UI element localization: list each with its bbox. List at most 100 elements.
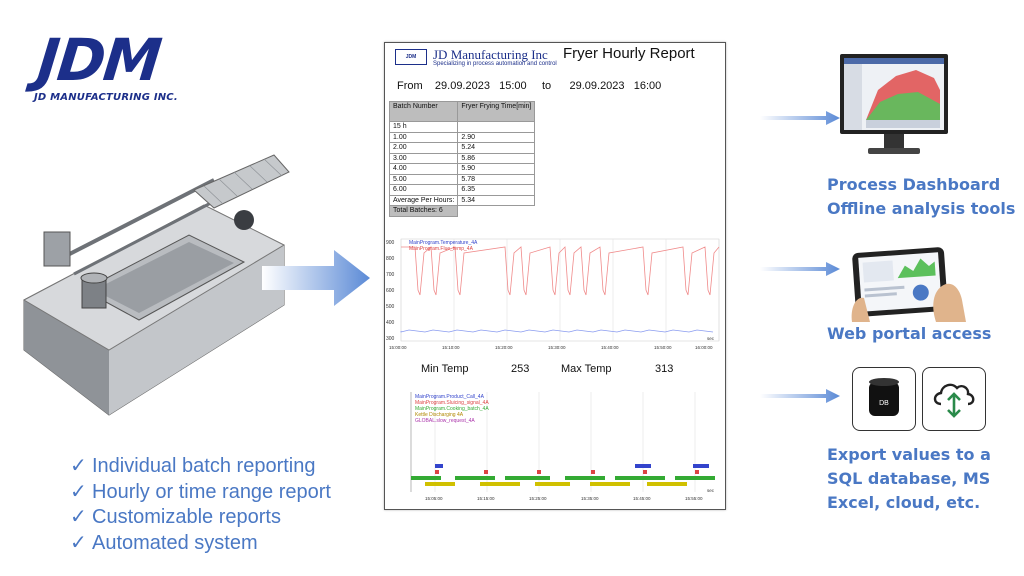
check-icon: ✓ (70, 506, 87, 528)
signal-bar (635, 464, 651, 468)
signal-bar (647, 482, 687, 486)
x-tick: 15:40:00 (601, 345, 619, 350)
web-portal-text: Web portal access (827, 324, 992, 343)
legend-entry: MainProgram.Temperature_4A (409, 240, 478, 246)
x-tick: 15:35:00 (581, 496, 599, 501)
signal-bar (643, 470, 647, 474)
signal-bar (537, 470, 541, 474)
signal-bar (591, 470, 595, 474)
x-tick: 15:50:00 (654, 345, 672, 350)
check-icon: ✓ (70, 455, 87, 477)
arrow-right-icon (760, 262, 840, 276)
signals-chart: MainProgram.Product_Call_4A MainProgram.… (410, 392, 715, 501)
legend-entry: MainProgram.Flue_temp_4A (409, 246, 474, 252)
y-tick: 600 (386, 288, 395, 294)
x-tick: 16:00:00 (695, 345, 713, 350)
legend-entry: MainProgram.Cooking_batch_4A (415, 406, 489, 412)
legend-entry: MainProgram.Sluicing_signal_4A (415, 400, 489, 406)
temperature-series-line (401, 246, 720, 296)
y-tick: 700 (386, 272, 395, 278)
table-row: 2.00 5.24 (388, 142, 536, 154)
dashboard-text-line1: Process Dashboard (827, 175, 1001, 194)
x-unit: sec (707, 488, 715, 493)
feature-item: ✓ Automated system (70, 531, 331, 557)
signal-bar (615, 476, 665, 480)
arrow-right-icon (760, 389, 840, 403)
feature-item: ✓ Hourly or time range report (70, 480, 331, 506)
database-tile: DB (852, 367, 916, 431)
export-text-line1: Export values to a (827, 445, 991, 464)
legend-entry: Kettle Discharging 4A (415, 412, 464, 418)
export-text-line3: Excel, cloud, etc. (827, 493, 981, 512)
signal-bar (675, 476, 715, 480)
svg-text:DB: DB (879, 400, 889, 407)
jdm-logo-subtitle: JD MANUFACTURING INC. (34, 92, 178, 103)
signal-bar (480, 482, 520, 486)
dashboard-monitor-icon (840, 54, 948, 154)
arrow-right-icon (760, 111, 840, 125)
batch-table: Batch Number Fryer Frying Time[min] 15 h… (388, 101, 536, 217)
x-tick: 15:10:00 (442, 345, 460, 350)
y-tick: 800 (386, 256, 395, 262)
max-temp-value: 313 (655, 363, 674, 375)
x-tick: 15:05:00 (425, 496, 443, 501)
signal-bar (425, 482, 455, 486)
dashboard-text-line2: Offline analysis tools (827, 199, 1016, 218)
x-tick: 15:25:00 (529, 496, 547, 501)
table-row: 3.00 5.86 (388, 152, 536, 164)
y-tick: 500 (386, 304, 395, 310)
export-text-line2: SQL database, MS (827, 469, 991, 488)
table-row: 1.00 2.90 (388, 131, 536, 143)
from-time: 15:00 (499, 80, 527, 92)
feature-item: ✓ Customizable reports (70, 505, 331, 531)
cloud-sync-icon (933, 383, 975, 418)
min-temp-value: 253 (511, 363, 530, 375)
max-temp-label: Max Temp (561, 363, 612, 375)
jdm-logo: JDM (34, 26, 164, 94)
signal-bar (590, 482, 630, 486)
from-label: From (397, 80, 423, 92)
table-row: Average Per Hours: 5.34 (388, 194, 536, 206)
report-logo: JDM (395, 49, 427, 65)
signal-bar (535, 482, 570, 486)
table-row: 5.00 5.78 (388, 173, 536, 185)
from-date: 29.09.2023 (434, 80, 490, 92)
table-row: Total Batches: 6 (388, 205, 535, 217)
y-tick: 400 (386, 320, 395, 326)
signal-bar (435, 464, 443, 468)
table-row: 4.00 5.90 (388, 163, 536, 175)
x-tick: 15:55:00 (685, 496, 703, 501)
signal-bar (565, 476, 605, 480)
x-tick: 15:00:00 (389, 345, 407, 350)
table-row: 6.00 6.35 (388, 184, 536, 196)
signal-bar (455, 476, 495, 480)
x-tick: 15:15:00 (477, 496, 495, 501)
report-date-range: From 29.09.2023 15:00 to 29.09.2023 16:0… (397, 80, 661, 92)
flow-arrow-icon (262, 250, 370, 306)
signal-bar (695, 470, 699, 474)
y-tick: 300 (386, 336, 395, 342)
signal-bar (411, 476, 441, 480)
batch-col-header: Batch Number (388, 101, 459, 122)
x-tick: 15:30:00 (548, 345, 566, 350)
report-title: Fryer Hourly Report (563, 45, 695, 62)
legend-entry: MainProgram.Product_Call_4A (415, 394, 485, 400)
check-icon: ✓ (70, 480, 87, 503)
database-icon: DB (869, 378, 899, 416)
report-company: JD Manufacturing Inc (433, 47, 548, 62)
fryer-report: JDM JD Manufacturing Inc Specializing in… (384, 42, 726, 510)
report-tagline: Specializing in process automation and c… (433, 61, 557, 67)
signal-bar (484, 470, 488, 474)
legend-entry: GLOBAL.slow_request_4A (415, 418, 475, 424)
x-unit: sec (707, 336, 715, 341)
x-tick: 15:20:00 (495, 345, 513, 350)
check-icon: ✓ (70, 531, 87, 554)
signal-bar (505, 476, 550, 480)
signal-bar (435, 470, 439, 474)
flue-series-line (400, 329, 714, 333)
to-label: to (541, 80, 552, 92)
temperature-chart: 900 800 700 600 500 400 300 MainProgram.… (386, 238, 720, 350)
to-time: 16:00 (633, 80, 662, 92)
cloud-tile (922, 367, 986, 431)
fryer-machine-image (22, 154, 290, 416)
